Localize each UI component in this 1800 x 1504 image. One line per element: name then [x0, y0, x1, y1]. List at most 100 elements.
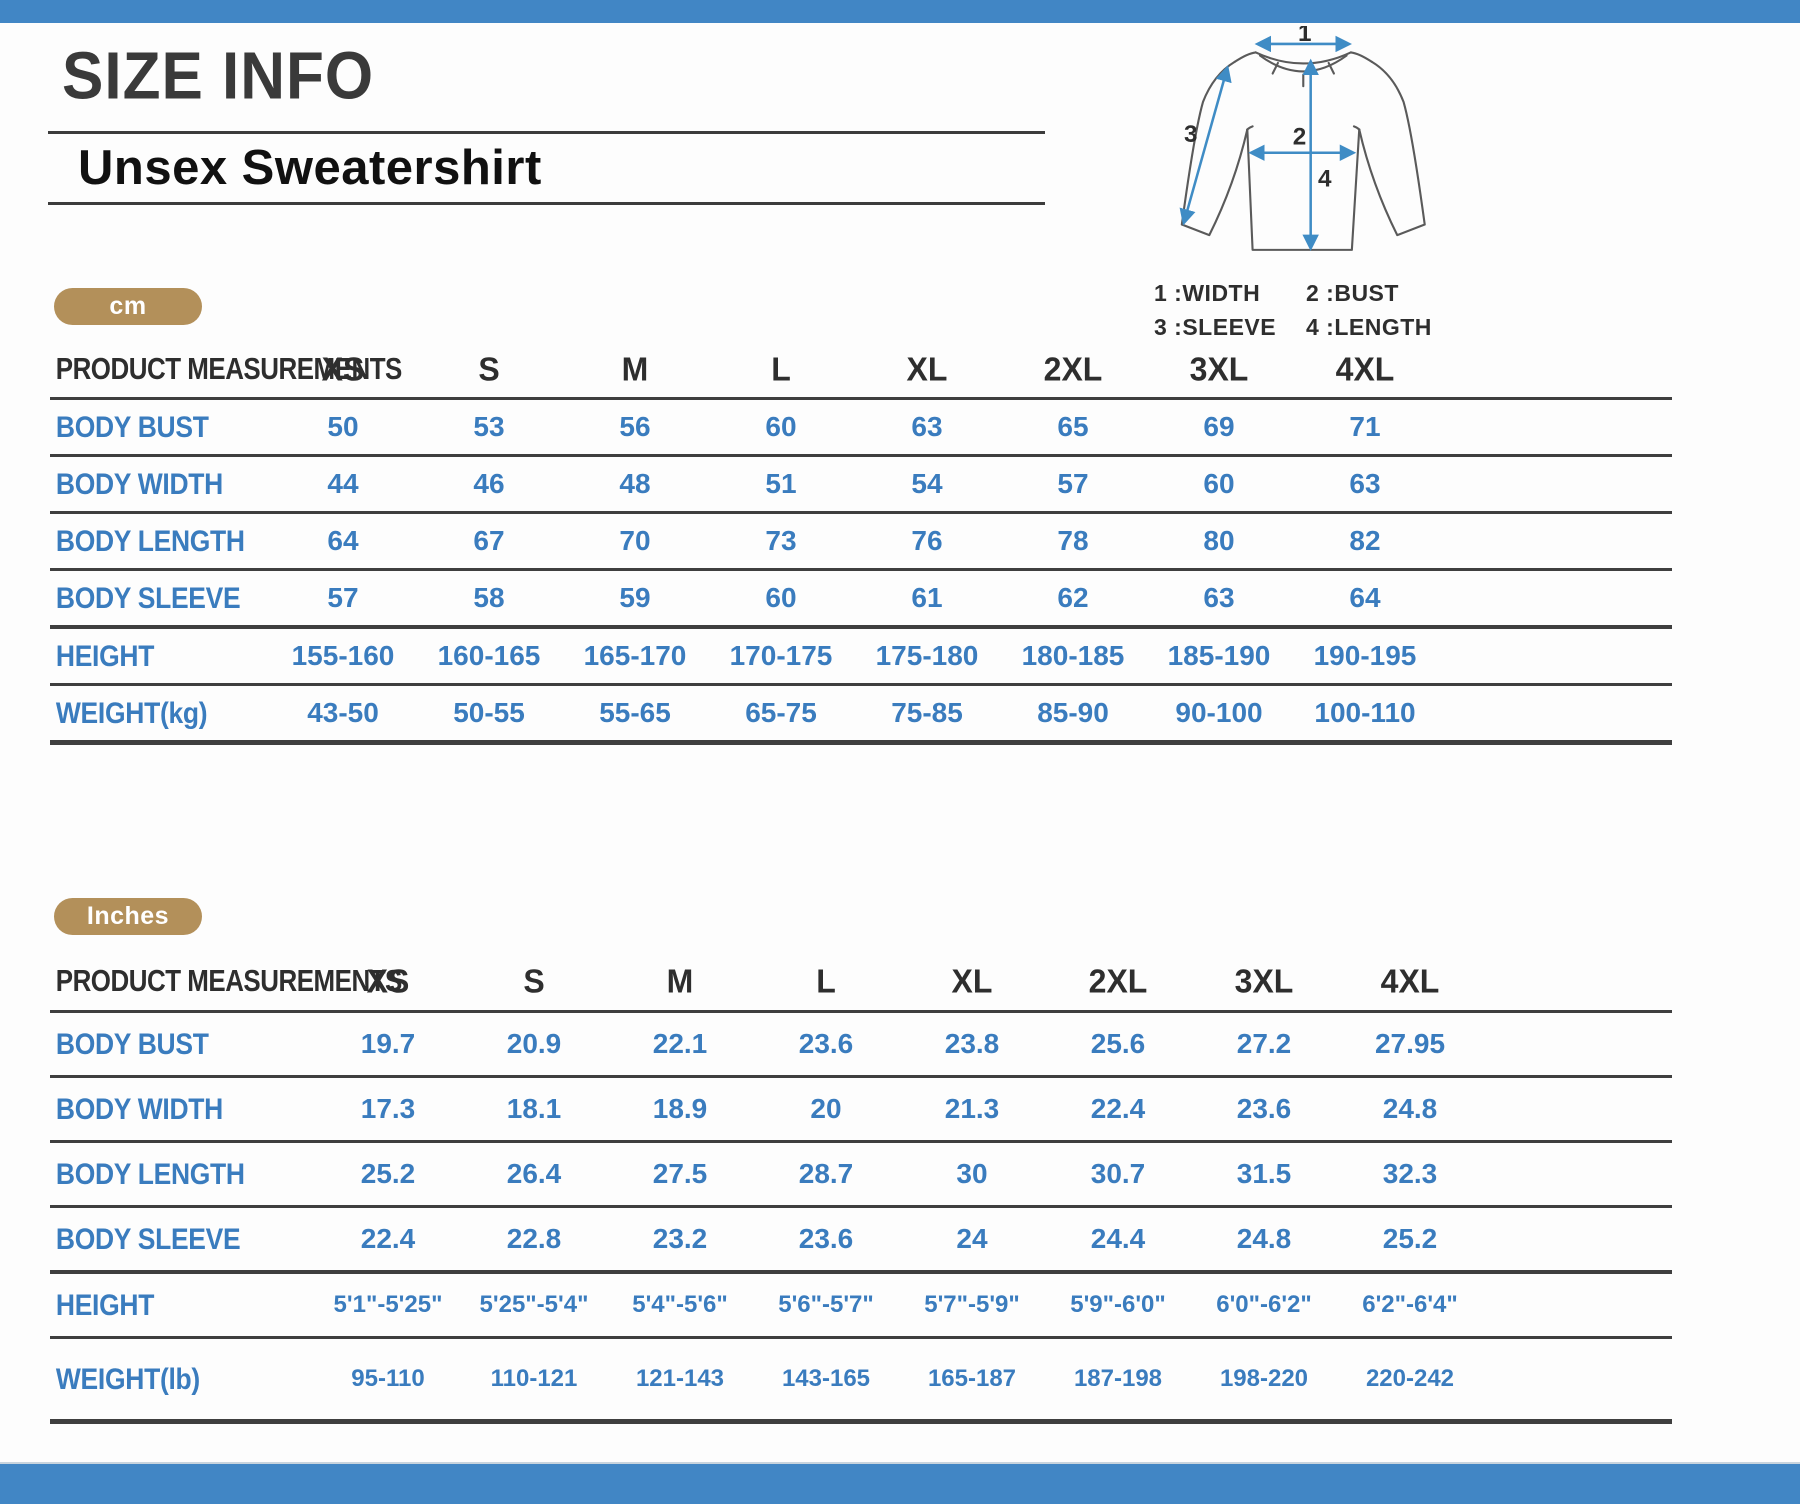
size-value: 24.8 [1382, 1093, 1438, 1124]
size-value: 23.2 [652, 1223, 708, 1254]
arrow-label-length: 4 [1318, 166, 1332, 193]
size-value: 75-85 [891, 697, 963, 728]
size-value: 44 [327, 468, 359, 499]
size-value: 61 [911, 582, 943, 613]
unit-badge-cm: cm [54, 288, 202, 325]
size-table-cm: PRODUCT MEASUREMENTS XS S M L XL 2XL 3XL 4XL BODY… [50, 342, 1672, 745]
size-value: 67 [473, 525, 505, 556]
legend-item-sleeve: 3 :SLEEVE [1154, 314, 1277, 340]
sweatshirt-outline [1180, 51, 1426, 251]
size-column-header-xs: XS [366, 961, 410, 1000]
size-value: 46 [473, 468, 505, 499]
size-value: 28.7 [798, 1158, 854, 1189]
measurement-legend: 1 :WIDTH 2 :BUST 3 :SLEEVE 4 :LENGTH [1154, 280, 1468, 341]
size-value: 21.3 [944, 1093, 1000, 1124]
size-value: 5'9"-6'0" [1070, 1291, 1166, 1318]
size-value: 25.2 [1382, 1223, 1438, 1254]
size-value: 82 [1349, 525, 1381, 556]
table-row: BODY WIDTH 44 46 48 51 54 57 60 63 [50, 457, 1672, 514]
legend-item-bust: 2 :BUST [1306, 280, 1399, 306]
size-value: 6'2"-6'4" [1362, 1291, 1458, 1318]
size-value: 55-65 [599, 697, 671, 728]
arrow-label-sleeve: 3 [1184, 121, 1198, 148]
bottom-accent-bar [0, 1462, 1800, 1504]
size-value: 53 [473, 411, 505, 442]
row-label: BODY LENGTH [55, 523, 245, 557]
row-label: WEIGHT(kg) [55, 695, 208, 729]
product-name: Unsex Sweatershirt [78, 141, 542, 195]
legend-item-width: 1 :WIDTH [1154, 280, 1261, 306]
size-value: 60 [765, 411, 797, 442]
size-value: 19.7 [360, 1028, 416, 1059]
size-value: 64 [1349, 582, 1381, 613]
size-value: 27.2 [1236, 1028, 1292, 1059]
size-value: 24.8 [1236, 1223, 1292, 1254]
size-value: 198-220 [1219, 1365, 1309, 1392]
size-value: 121-143 [635, 1365, 725, 1392]
size-value: 65 [1057, 411, 1089, 442]
size-value: 30 [956, 1158, 988, 1189]
row-label: BODY WIDTH [55, 466, 223, 500]
size-column-header-3xl: 3XL [1234, 961, 1294, 1000]
row-label: BODY BUST [55, 1026, 209, 1060]
size-value: 23.6 [1236, 1093, 1292, 1124]
size-value: 155-160 [291, 640, 395, 671]
size-value: 175-180 [875, 640, 979, 671]
size-value: 23.6 [798, 1028, 854, 1059]
size-value: 85-90 [1037, 697, 1109, 728]
legend-item-length: 4 :LENGTH [1306, 314, 1432, 340]
size-column-header-l: L [816, 961, 836, 1000]
top-accent-bar [0, 0, 1800, 23]
size-column-header-xl: XL [906, 350, 948, 388]
size-value: 60 [1203, 468, 1235, 499]
size-value: 58 [473, 582, 505, 613]
size-value: 95-110 [351, 1365, 425, 1392]
size-column-header-m: M [666, 961, 694, 1000]
arrow-label-bust: 2 [1293, 123, 1307, 150]
size-value: 22.4 [1090, 1093, 1146, 1124]
table-row: BODY BUST 50 53 56 60 63 65 69 71 [50, 400, 1672, 457]
size-value: 90-100 [1175, 697, 1263, 728]
size-value: 78 [1057, 525, 1089, 556]
row-label: HEIGHT [55, 1287, 155, 1321]
size-value: 64 [327, 525, 359, 556]
table-row: BODY LENGTH 64 67 70 73 76 78 80 82 [50, 514, 1672, 571]
measurement-arrows: 1 2 3 4 [1179, 20, 1357, 252]
size-column-header-4xl: 4XL [1380, 961, 1440, 1000]
size-column-header-s: S [523, 961, 545, 1000]
size-value: 54 [911, 468, 943, 499]
cm-size-section: cm PRODUCT MEASUREMENTS XS S M L XL 2XL 3XL 4XL BO… [50, 288, 1672, 745]
size-value: 5'7"-5'9" [924, 1291, 1020, 1318]
size-value: 60 [765, 582, 797, 613]
size-value: 80 [1203, 525, 1235, 556]
size-value: 187-198 [1073, 1365, 1163, 1392]
size-value: 63 [911, 411, 943, 442]
size-value: 43-50 [307, 697, 379, 728]
size-value: 69 [1203, 411, 1235, 442]
row-label: WEIGHT(lb) [55, 1361, 200, 1395]
row-label: BODY BUST [55, 409, 209, 443]
size-value: 26.4 [506, 1158, 562, 1189]
table-row: BODY BUST 19.7 20.9 22.1 23.6 23.8 25.6 27.2 27.… [50, 1013, 1672, 1078]
size-value: 56 [619, 411, 651, 442]
size-value: 76 [911, 525, 943, 556]
size-value: 30.7 [1090, 1158, 1146, 1189]
size-value: 18.1 [506, 1093, 562, 1124]
table-row: BODY WIDTH 17.3 18.1 18.9 20 21.3 22.4 23.6 24.8 [50, 1078, 1672, 1143]
table-row: BODY LENGTH 25.2 26.4 27.5 28.7 30 30.7 31.5 32.… [50, 1143, 1672, 1208]
page-title: SIZE INFO [62, 39, 375, 114]
product-name-box: Unsex Sweatershirt [48, 131, 1045, 205]
size-value: 63 [1203, 582, 1235, 613]
size-value: 165-187 [927, 1365, 1017, 1392]
size-value: 5'25"-5'4" [479, 1291, 589, 1318]
size-value: 190-195 [1313, 640, 1417, 671]
size-value: 23.6 [798, 1223, 854, 1254]
size-value: 180-185 [1021, 640, 1125, 671]
size-column-header-s: S [478, 350, 500, 388]
size-value: 110-121 [490, 1365, 578, 1392]
size-value: 25.2 [360, 1158, 416, 1189]
size-column-header-l: L [771, 350, 791, 388]
size-value: 5'1"-5'25" [333, 1291, 443, 1318]
size-value: 48 [619, 468, 651, 499]
size-column-header-xl: XL [951, 961, 993, 1000]
